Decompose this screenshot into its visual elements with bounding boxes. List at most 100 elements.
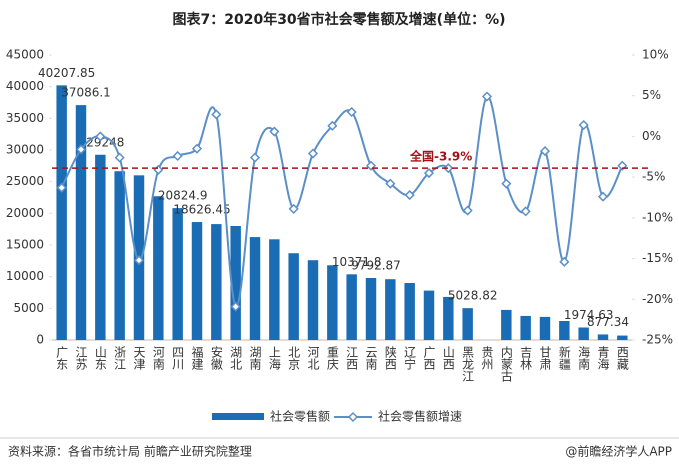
line-point (365, 160, 377, 171)
x-tick-label: 甘肃 (538, 346, 552, 371)
y2-tick-label: 10% (642, 48, 669, 62)
y-tick-label: 0 (36, 333, 44, 347)
bar (617, 335, 628, 340)
line-point (133, 255, 145, 266)
line-point (385, 178, 396, 189)
bar (191, 222, 203, 340)
legend-marker (347, 411, 359, 423)
line-point (153, 164, 164, 175)
value-label: 20824.9 (158, 189, 208, 203)
legend-label: 社会零售额 (270, 409, 330, 424)
line-point (114, 152, 125, 163)
line-point (423, 168, 435, 179)
line-point (539, 146, 551, 157)
line-point (95, 131, 106, 142)
bar (539, 316, 551, 340)
x-tick-label: 浙江 (113, 346, 127, 370)
bar (597, 334, 609, 340)
bar (443, 296, 454, 340)
x-tick-label: 河北 (306, 346, 320, 371)
bar (249, 237, 261, 340)
line-point (307, 148, 319, 159)
credit: @前瞻经济学人APP (565, 444, 672, 459)
line (60, 95, 624, 308)
value-label: 37086.1 (61, 86, 111, 100)
y-tick-label: 30000 (6, 143, 44, 157)
chart-title: 图表7：2020年30省市社会零售额及增速(单位：%) (172, 11, 505, 28)
line-point (191, 143, 203, 154)
line-point (520, 206, 531, 217)
bar (288, 253, 299, 340)
bar (75, 105, 87, 340)
bar (462, 308, 473, 340)
value-label: 5028.82 (448, 289, 498, 303)
x-tick-label: 天津 (132, 346, 146, 370)
x-tick-label: 海南 (577, 345, 591, 370)
bar (404, 283, 415, 340)
line-point (327, 120, 338, 131)
line-point (578, 119, 589, 131)
bar (501, 309, 512, 340)
value-label: 40207.85 (38, 66, 95, 80)
x-tick-label: 吉林 (519, 346, 533, 370)
x-tick-label: 新疆 (557, 345, 571, 370)
y2-tick-label: 0% (642, 129, 661, 143)
line-point (172, 150, 183, 162)
x-tick-label: 广东 (55, 346, 69, 370)
bar (307, 260, 319, 340)
x-tick-label: 福建 (190, 345, 204, 371)
line-point (211, 109, 222, 120)
x-tick-label: 安徽 (209, 345, 223, 370)
line-point (288, 203, 299, 214)
bar (365, 277, 377, 340)
x-tick-label: 江西 (345, 346, 359, 370)
y-tick-label: 5000 (13, 301, 44, 315)
value-label: 10371.8 (332, 255, 382, 269)
value-label: 1974.63 (564, 308, 614, 322)
x-tick-label: 河南 (151, 346, 165, 370)
line-point (346, 106, 357, 118)
x-tick-label: 江苏 (74, 346, 88, 370)
bar (153, 196, 164, 340)
line-point (269, 126, 280, 137)
bar (269, 239, 280, 340)
y-tick-label: 15000 (6, 238, 44, 252)
bar (559, 321, 570, 340)
legend-swatch (212, 413, 264, 420)
bar (346, 274, 357, 340)
bar (211, 224, 222, 340)
line-point (404, 189, 415, 201)
x-tick-label: 黑龙江 (461, 346, 475, 382)
x-tick-label: 山西 (441, 346, 455, 370)
line-point (559, 256, 570, 267)
line-point (481, 91, 493, 102)
line-point (443, 163, 454, 174)
x-tick-label: 陕西 (383, 345, 397, 370)
bar (95, 154, 106, 340)
x-tick-label: 广西 (422, 346, 436, 370)
x-tick-label: 四川 (171, 346, 185, 370)
y2-tick-label: -25% (642, 333, 673, 347)
bar (520, 315, 531, 340)
bar (385, 279, 396, 340)
y-tick-label: 45000 (6, 48, 44, 62)
y2-tick-label: -5% (642, 170, 665, 184)
x-tick-label: 山东 (93, 346, 107, 370)
bar (172, 208, 183, 340)
x-tick-label: 湖南 (248, 345, 262, 370)
bar (56, 85, 67, 340)
x-tick-label: 云南 (364, 346, 378, 370)
line-point (462, 205, 473, 216)
line-point (501, 178, 512, 189)
reference-label: 全国-3.9% (409, 149, 472, 164)
line-point (75, 144, 87, 155)
value-label: 9792.87 (351, 258, 401, 272)
y-tick-label: 40000 (6, 79, 44, 93)
y2-tick-label: -10% (642, 210, 673, 224)
line-point (249, 152, 261, 163)
value-label: 877.34 (587, 315, 629, 329)
y-tick-label: 10000 (6, 269, 44, 283)
x-tick-label: 内蒙古 (499, 346, 513, 382)
x-tick-label: 辽宁 (403, 346, 417, 370)
